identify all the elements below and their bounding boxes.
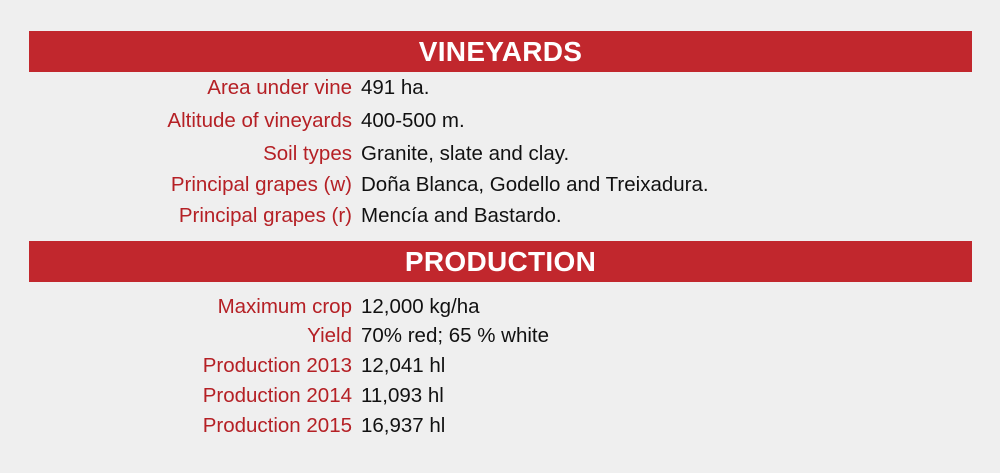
row-label: Production 2014	[202, 384, 352, 407]
row-label: Production 2013	[202, 354, 352, 377]
row-value: 12,041 hl	[361, 354, 446, 377]
info-row-area-under-vine: Area under vine 491 ha.	[0, 73, 1000, 103]
info-row-soil-types: Soil types Granite, slate and clay.	[0, 139, 1000, 169]
info-row-principal-grapes-red: Principal grapes (r) Mencía and Bastardo…	[0, 201, 1000, 231]
info-row-principal-grapes-white: Principal grapes (w) Doña Blanca, Godell…	[0, 170, 1000, 200]
row-value: 491 ha.	[361, 76, 430, 99]
info-row-yield: Yield 70% red; 65 % white	[0, 321, 1000, 351]
row-value: Granite, slate and clay.	[361, 142, 570, 165]
row-label: Production 2015	[202, 414, 352, 437]
info-row-production-2015: Production 2015 16,937 hl	[0, 411, 1000, 441]
row-value: 16,937 hl	[361, 414, 446, 437]
row-label: Maximum crop	[217, 295, 352, 318]
row-label: Altitude of vineyards	[167, 109, 352, 132]
info-row-production-2014: Production 2014 11,093 hl	[0, 381, 1000, 411]
row-value: 70% red; 65 % white	[361, 324, 550, 347]
row-label: Area under vine	[207, 76, 352, 99]
info-row-production-2013: Production 2013 12,041 hl	[0, 351, 1000, 381]
row-value: Doña Blanca, Godello and Treixadura.	[361, 173, 709, 196]
row-label: Principal grapes (w)	[170, 173, 352, 196]
row-label: Soil types	[263, 142, 352, 165]
info-row-altitude: Altitude of vineyards 400-500 m.	[0, 106, 1000, 136]
row-value: Mencía and Bastardo.	[361, 204, 562, 227]
row-value: 12,000 kg/ha	[361, 295, 480, 318]
info-row-maximum-crop: Maximum crop 12,000 kg/ha	[0, 292, 1000, 322]
section-header-vineyards: VINEYARDS	[29, 31, 972, 72]
row-value: 11,093 hl	[361, 384, 444, 407]
row-label: Principal grapes (r)	[178, 204, 352, 227]
row-label: Yield	[307, 324, 352, 347]
row-value: 400-500 m.	[361, 109, 465, 132]
section-header-production: PRODUCTION	[29, 241, 972, 282]
